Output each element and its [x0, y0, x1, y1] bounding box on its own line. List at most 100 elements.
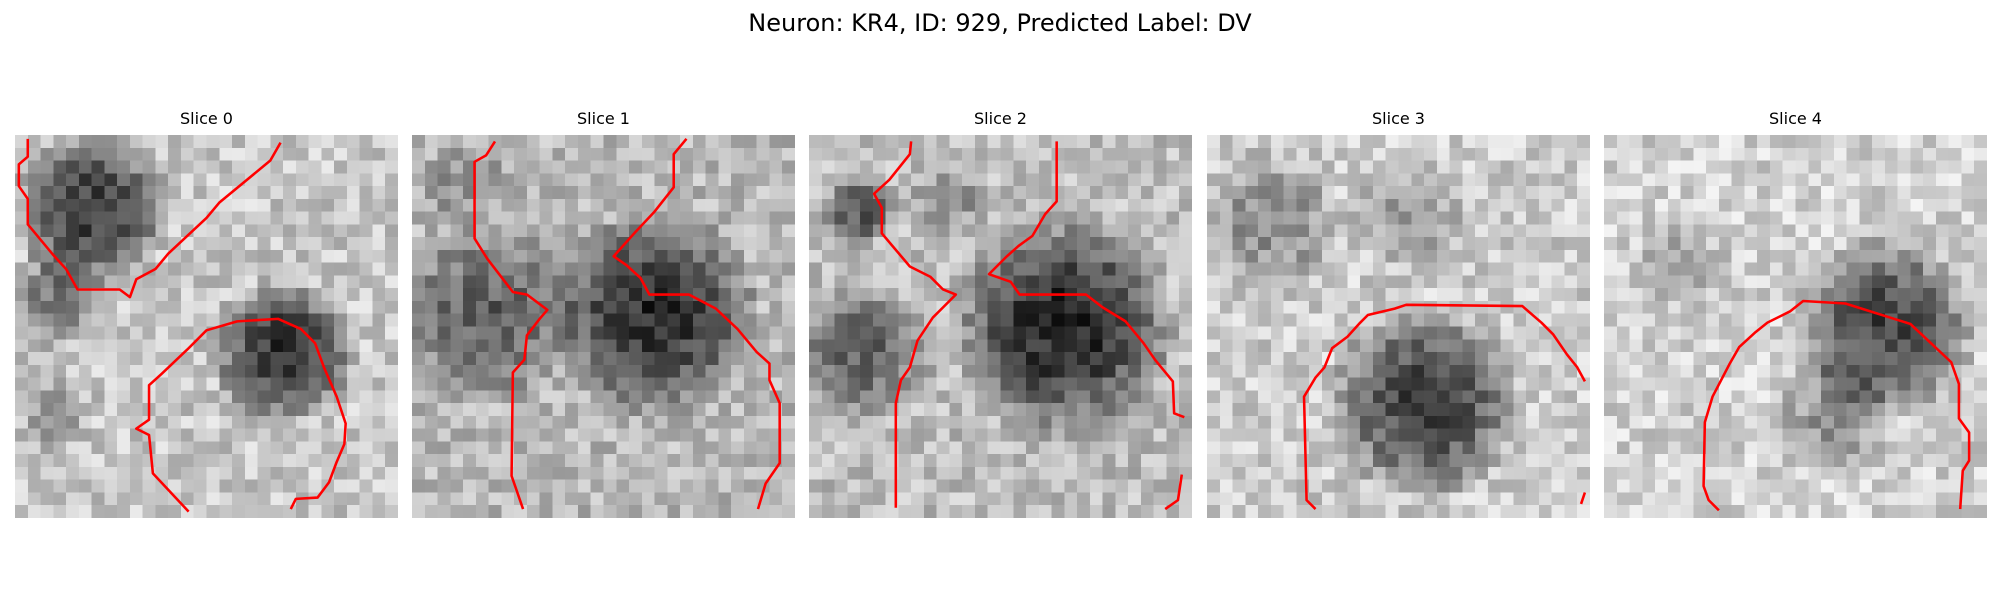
image-pixel — [1013, 377, 1027, 391]
image-pixel — [782, 377, 795, 391]
image-pixel — [1321, 339, 1335, 353]
image-pixel — [936, 186, 950, 200]
image-pixel — [193, 479, 207, 493]
image-pixel — [1000, 262, 1014, 276]
image-pixel — [346, 313, 360, 327]
image-pixel — [756, 377, 770, 391]
image-pixel — [962, 466, 976, 480]
image-pixel — [1769, 211, 1783, 225]
image-pixel — [1642, 198, 1656, 212]
image-pixel — [1013, 326, 1027, 340]
image-pixel — [475, 173, 489, 187]
image-pixel — [142, 147, 156, 161]
image-pixel — [1089, 364, 1103, 378]
image-pixel — [809, 211, 823, 225]
image-pixel — [66, 415, 80, 429]
image-pixel — [577, 313, 591, 327]
image-pixel — [321, 160, 335, 174]
image-pixel — [1513, 505, 1527, 518]
image-pixel — [552, 211, 566, 225]
image-pixel — [936, 173, 950, 187]
image-pixel — [641, 135, 655, 149]
image-pixel — [1757, 211, 1771, 225]
image-pixel — [412, 288, 426, 302]
image-pixel — [193, 339, 207, 353]
image-pixel — [1923, 135, 1937, 149]
image-pixel — [1872, 364, 1886, 378]
image-pixel — [1731, 390, 1745, 404]
image-pixel — [756, 454, 770, 468]
image-pixel — [860, 364, 874, 378]
image-pixel — [692, 211, 706, 225]
image-pixel — [705, 313, 719, 327]
image-pixel — [450, 479, 464, 493]
image-pixel — [155, 249, 169, 263]
image-pixel — [1923, 403, 1937, 417]
image-pixel — [1604, 147, 1618, 161]
image-pixel — [1769, 377, 1783, 391]
image-pixel — [680, 403, 694, 417]
image-pixel — [1538, 135, 1552, 149]
image-pixel — [321, 428, 335, 442]
image-pixel — [334, 224, 348, 238]
image-pixel — [1411, 505, 1425, 518]
image-pixel — [1296, 198, 1310, 212]
image-pixel — [1270, 224, 1284, 238]
image-pixel — [962, 160, 976, 174]
image-pixel — [1283, 173, 1297, 187]
image-pixel — [1462, 466, 1476, 480]
image-pixel — [1604, 313, 1618, 327]
image-pixel — [321, 135, 335, 149]
image-pixel — [450, 160, 464, 174]
image-pixel — [731, 186, 745, 200]
image-pixel — [1693, 262, 1707, 276]
image-pixel — [974, 313, 988, 327]
image-pixel — [1910, 300, 1924, 314]
image-pixel — [1487, 237, 1501, 251]
image-pixel — [1744, 454, 1758, 468]
image-pixel — [1051, 224, 1065, 238]
image-pixel — [1629, 237, 1643, 251]
image-pixel — [552, 377, 566, 391]
image-pixel — [1910, 390, 1924, 404]
image-pixel — [40, 339, 54, 353]
image-pixel — [53, 428, 67, 442]
image-pixel — [168, 288, 182, 302]
image-pixel — [1013, 454, 1027, 468]
image-pixel — [1935, 173, 1949, 187]
image-pixel — [692, 390, 706, 404]
image-pixel — [911, 224, 925, 238]
image-pixel — [743, 466, 757, 480]
image-pixel — [821, 300, 835, 314]
image-pixel — [923, 454, 937, 468]
image-pixel — [718, 339, 732, 353]
image-pixel — [1334, 237, 1348, 251]
image-pixel — [117, 326, 131, 340]
image-pixel — [1051, 237, 1065, 251]
image-pixel — [66, 147, 80, 161]
image-pixel — [552, 403, 566, 417]
image-pixel — [488, 275, 502, 289]
image-pixel — [321, 403, 335, 417]
image-pixel — [334, 313, 348, 327]
image-pixel — [590, 224, 604, 238]
image-pixel — [616, 479, 630, 493]
image-pixel — [1500, 326, 1514, 340]
image-pixel — [1026, 300, 1040, 314]
image-pixel — [1207, 441, 1221, 455]
image-pixel — [1667, 160, 1681, 174]
image-pixel — [1667, 326, 1681, 340]
image-pixel — [1884, 147, 1898, 161]
image-pixel — [1642, 224, 1656, 238]
image-pixel — [424, 211, 438, 225]
image-pixel — [1706, 454, 1720, 468]
image-pixel — [78, 160, 92, 174]
image-pixel — [718, 415, 732, 429]
image-pixel — [232, 466, 246, 480]
image-pixel — [1513, 288, 1527, 302]
image-pixel — [1616, 479, 1630, 493]
image-pixel — [667, 479, 681, 493]
image-pixel — [1577, 313, 1590, 327]
image-pixel — [412, 186, 426, 200]
image-pixel — [359, 428, 373, 442]
